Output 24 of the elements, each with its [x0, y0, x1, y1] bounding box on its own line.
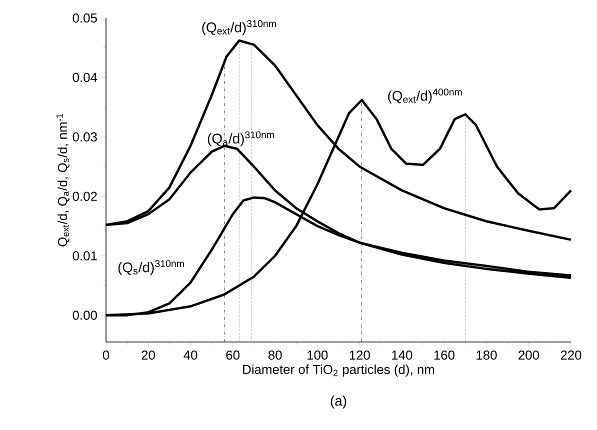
series-label: (Q$_{ext}$/d)$^{400nm}$ [388, 88, 462, 104]
y-tick-label: 0.04 [72, 72, 98, 82]
x-tick-label: 80 [268, 350, 282, 360]
y-tick-label: 0.00 [72, 310, 97, 320]
y-axis-title: Q$_{ext}$/d, Q$_{a}$/d, Q$_{s}$/d, nm$^{-1}$ [56, 114, 70, 246]
x-tick-label: 140 [392, 350, 412, 360]
x-axis-title: Diameter of TiO$_{2}$ particles (d), nm [243, 364, 434, 377]
x-tick-label: 200 [518, 350, 540, 360]
y-tick-label: 0.03 [72, 132, 97, 142]
y-tick-label: 0.02 [72, 192, 97, 201]
y-tick-label: 0.01 [72, 251, 97, 260]
x-tick-label: 40 [184, 350, 198, 360]
text: (a) [330, 396, 346, 409]
x-tick-label: 60 [226, 350, 240, 360]
x-tick-label: 100 [308, 350, 328, 360]
y-tick-label: 0.05 [72, 13, 97, 23]
x-tick-label: 120 [350, 350, 370, 360]
x-tick-label: 180 [476, 350, 497, 360]
x-tick-label: 220 [560, 350, 582, 360]
x-tick-label: 20 [142, 350, 155, 360]
series-label: (Q$_{s}$/d)$^{310nm}$ [118, 260, 184, 276]
x-tick-label: 160 [434, 350, 454, 360]
x-tick-label: 0 [102, 350, 110, 360]
series-label: (Q$_{ext}$/d)$^{310nm}$ [202, 20, 276, 36]
